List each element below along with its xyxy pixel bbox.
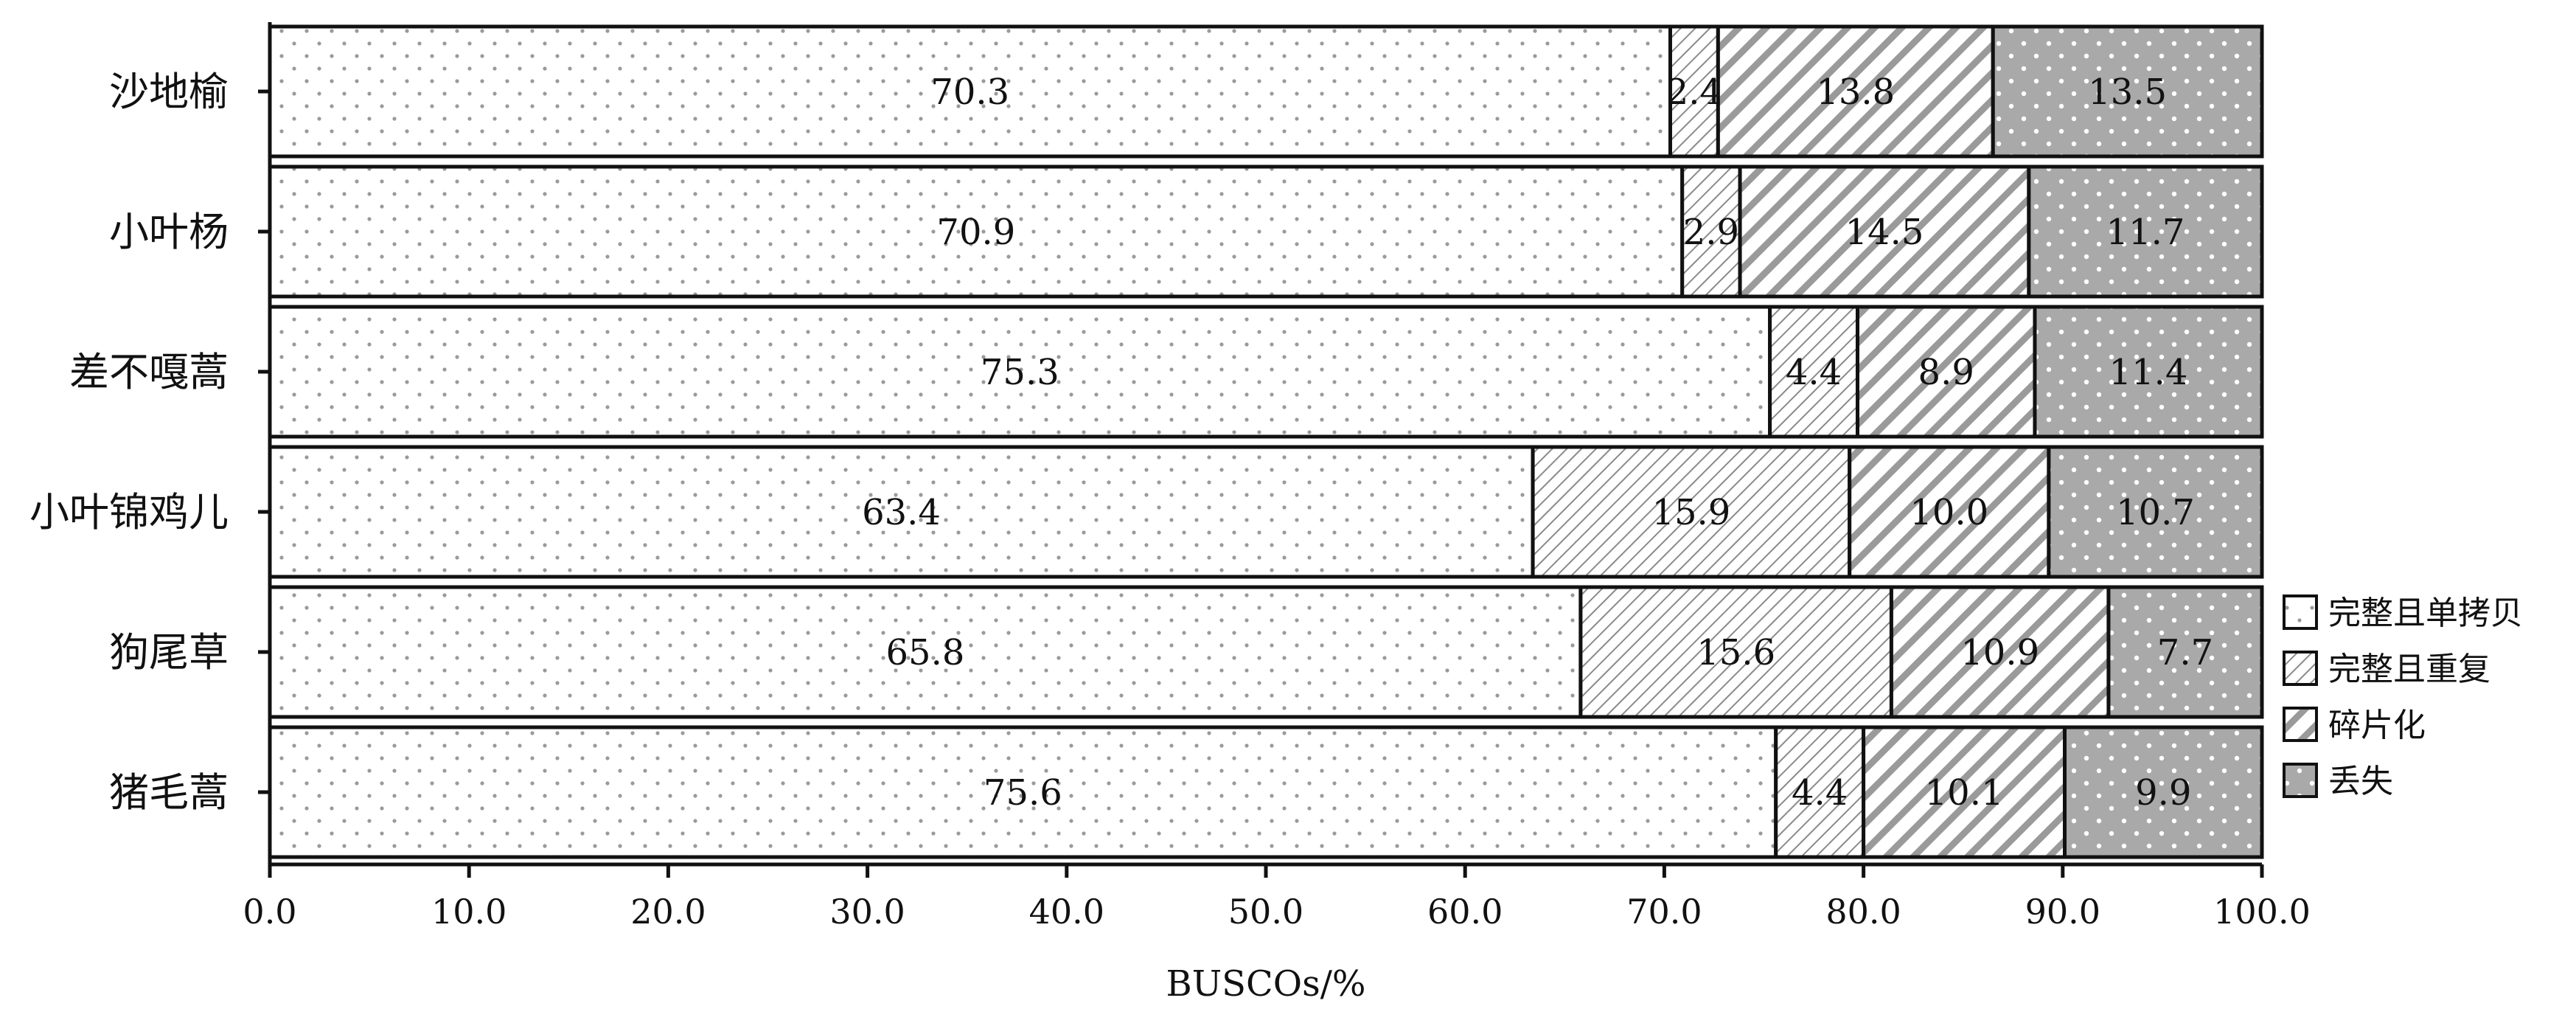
bar-row: 63.4 15.9 10.0 10.7 (268, 445, 2264, 579)
data-label: 14.5 (1845, 212, 1924, 253)
bar-segment (1578, 585, 1893, 719)
bar-segment (268, 445, 1535, 579)
data-label: 4.4 (1786, 352, 1842, 393)
data-label: 10.1 (1925, 772, 2004, 814)
legend-label: 完整且重复 (2328, 651, 2490, 688)
bar-row: 70.3 2.4 13.8 13.5 (268, 24, 2264, 159)
bar-segment (1531, 445, 1852, 579)
legend-item: 完整且重复 (2283, 651, 2490, 688)
bar-segment (2027, 164, 2264, 299)
data-label: 2.9 (1683, 212, 1739, 253)
data-label: 8.9 (1918, 352, 1974, 393)
data-label: 4.4 (1792, 772, 1848, 814)
category-label: 差不嘎蒿 (69, 349, 229, 395)
legend-swatch (2283, 707, 2318, 742)
legend-swatch (2283, 651, 2318, 686)
data-label: 70.9 (936, 212, 1015, 253)
data-label: 65.8 (886, 632, 965, 673)
data-label: 13.5 (2088, 72, 2167, 113)
x-tick-label: 70.0 (1626, 892, 1702, 932)
x-tick-label: 80.0 (1825, 892, 1901, 932)
data-label: 11.7 (2106, 212, 2185, 253)
bars-layer: 70.3 2.4 13.8 13.5 70.9 2.9 14.5 11.7 75.3 4.4 8.9… (268, 24, 2264, 859)
data-label: 13.8 (1816, 72, 1895, 113)
legend-label: 完整且单拷贝 (2328, 594, 2523, 632)
bar-segment (1738, 164, 2031, 299)
category-label: 狗尾草 (109, 629, 229, 676)
bar-segment (1668, 24, 1720, 159)
data-label: 7.7 (2157, 632, 2213, 673)
data-label: 70.3 (930, 72, 1009, 113)
data-label: 75.6 (984, 772, 1062, 814)
x-tick-label: 40.0 (1029, 892, 1104, 932)
bar-row: 75.3 4.4 8.9 11.4 (268, 305, 2264, 439)
x-axis-title: BUSCOs/% (1166, 963, 1365, 1005)
x-tick-label: 0.0 (243, 892, 296, 932)
x-tick-label: 20.0 (630, 892, 706, 932)
legend-item: 碎片化 (2283, 707, 2426, 744)
legend-label: 碎片化 (2328, 707, 2426, 744)
bar-segment (268, 725, 1778, 859)
data-label: 15.6 (1696, 632, 1775, 673)
data-label: 75.3 (981, 352, 1059, 393)
legend-item: 完整且单拷贝 (2283, 594, 2523, 632)
bar-segment (2033, 305, 2264, 439)
x-tick-label: 90.0 (2025, 892, 2100, 932)
bar-segment (1774, 725, 1866, 859)
bar-segment (1768, 305, 1859, 439)
x-tick-label: 10.0 (431, 892, 507, 932)
data-label: 10.9 (1960, 632, 2039, 673)
data-label: 10.0 (1910, 492, 1988, 533)
x-axis: 0.0 10.0 20.0 30.0 40.0 50.0 60.0 70.0 80.0 90.0 1… (243, 22, 2311, 932)
legend-label: 丢失 (2328, 763, 2393, 800)
data-label: 15.9 (1651, 492, 1730, 533)
legend-swatch (2283, 594, 2318, 630)
legend-swatch (2283, 763, 2318, 798)
bar-row: 70.9 2.9 14.5 11.7 (268, 164, 2264, 299)
bar-segment (1889, 585, 2111, 719)
category-label: 沙地榆 (109, 69, 229, 115)
category-label: 猪毛蒿 (109, 769, 229, 816)
bar-segment (268, 164, 1685, 299)
bar-segment (1991, 24, 2264, 159)
bar-segment (1862, 725, 2067, 859)
x-tick-label: 60.0 (1427, 892, 1503, 932)
category-label: 小叶锦鸡儿 (29, 489, 229, 535)
bar-segment (2063, 725, 2264, 859)
bar-segment (2047, 445, 2264, 579)
x-tick-label: 30.0 (829, 892, 905, 932)
category-label: 小叶杨 (109, 209, 229, 255)
bar-segment (268, 24, 1673, 159)
x-tick-label: 100.0 (2213, 892, 2311, 932)
legend-item: 丢失 (2283, 763, 2393, 800)
data-label: 9.9 (2135, 772, 2191, 814)
x-tick-label: 50.0 (1228, 892, 1303, 932)
data-label: 11.4 (2109, 352, 2188, 393)
bar-row: 65.8 15.6 10.9 7.7 (268, 585, 2264, 719)
data-label: 63.4 (862, 492, 941, 533)
bar-row: 75.6 4.4 10.1 9.9 (268, 725, 2264, 859)
bar-segment (2106, 585, 2264, 719)
data-label: 2.4 (1666, 72, 1722, 113)
bar-segment (1716, 24, 1995, 159)
data-label: 10.7 (2116, 492, 2195, 533)
